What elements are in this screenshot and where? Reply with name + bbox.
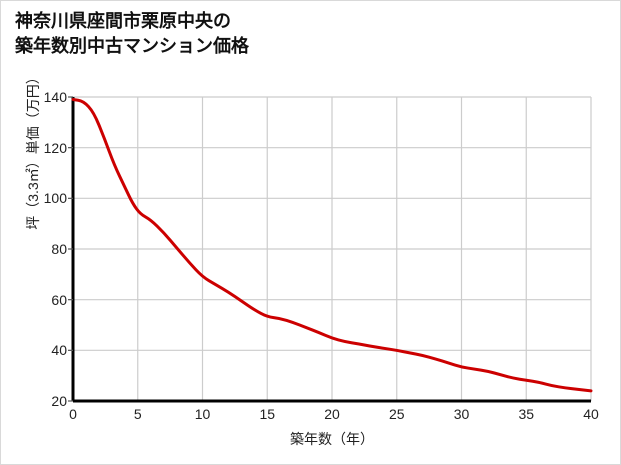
- y-tick-label: 20: [51, 393, 67, 409]
- chart-title: 神奈川県座間市栗原中央の 築年数別中古マンション価格: [15, 11, 249, 56]
- x-tick-label: 30: [453, 406, 470, 422]
- grid-lines: [72, 96, 592, 402]
- y-tick-label: 40: [51, 342, 67, 359]
- x-tick-label: 5: [133, 406, 142, 422]
- x-tick-label: 25: [388, 406, 405, 422]
- y-tick-label: 120: [43, 139, 67, 156]
- axis-spines: [68, 96, 591, 403]
- y-axis-tick-labels: 20 40 60 80 100 120 140: [27, 90, 67, 408]
- x-tick-label: 0: [69, 406, 77, 422]
- y-tick-label: 100: [43, 190, 67, 207]
- x-tick-label: 15: [259, 406, 276, 422]
- line-chart-svg: [68, 96, 593, 403]
- x-tick-label: 40: [583, 406, 599, 422]
- y-tick-label: 80: [51, 241, 67, 257]
- price-trend-line: [71, 98, 593, 393]
- x-axis-tick-labels: 0 5 10 15 20 25 30 35 40: [69, 406, 599, 429]
- x-tick-label: 20: [324, 406, 340, 422]
- plot-area: [68, 96, 593, 403]
- x-axis-title: 築年数（年）: [290, 431, 374, 447]
- x-tick-label: 10: [194, 406, 211, 422]
- y-axis-title: 坪（3.3㎡）単価（万円）: [25, 70, 41, 230]
- y-tick-label: 60: [51, 291, 67, 308]
- x-tick-label: 35: [518, 406, 535, 422]
- y-tick-label: 140: [43, 89, 67, 105]
